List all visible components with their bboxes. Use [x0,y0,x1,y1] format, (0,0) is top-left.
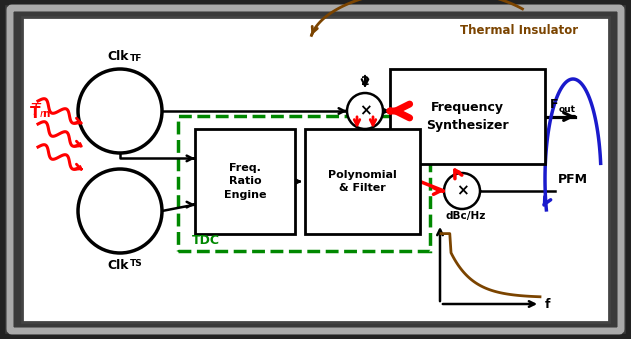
Text: 2: 2 [361,75,369,88]
Text: Frequency
Synthesizer: Frequency Synthesizer [426,101,509,132]
Text: Clk: Clk [107,259,129,272]
Bar [390,69,545,164]
Text: out: out [559,104,576,114]
Text: ×: × [358,103,372,119]
Text: dBc/Hz: dBc/Hz [445,211,485,221]
Text: F: F [550,99,558,112]
Text: TF: TF [130,54,143,63]
Text: T: T [30,106,40,121]
Text: Clk: Clk [107,50,129,63]
Text: TDC: TDC [192,234,220,247]
Text: ×: × [456,183,468,199]
Bar [195,129,295,234]
Text: $T_n$: $T_n$ [30,102,47,120]
Bar [305,129,420,234]
Circle shape [347,93,383,129]
Text: n: n [42,109,49,119]
Bar [22,17,609,322]
Text: PFM: PFM [558,173,588,186]
Text: TS: TS [130,259,143,268]
Text: Thermal Insulator: Thermal Insulator [460,24,578,38]
FancyBboxPatch shape [10,8,621,331]
Text: f: f [545,298,550,311]
Bar [178,116,430,251]
Circle shape [444,173,480,209]
Text: Polynomial
& Filter: Polynomial & Filter [328,170,397,193]
Circle shape [78,69,162,153]
Text: Freq.
Ratio
Engine: Freq. Ratio Engine [224,163,266,200]
Circle shape [78,169,162,253]
